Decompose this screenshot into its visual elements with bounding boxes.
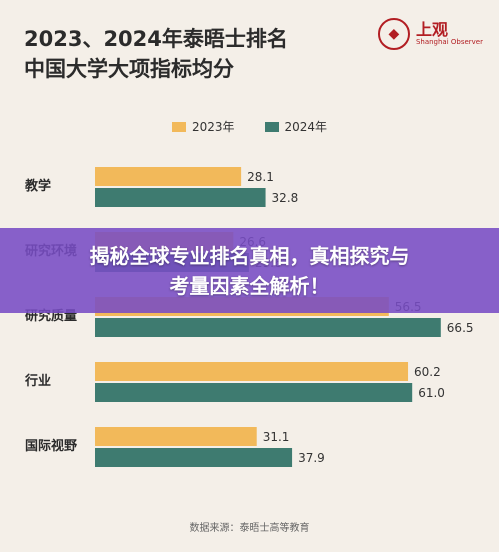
chart-title: 2023、2024年泰晤士排名 中国大学大项指标均分 <box>24 24 288 84</box>
bar-2024 <box>95 383 413 402</box>
value-label: 60.2 <box>414 365 441 379</box>
category-label: 国际视野 <box>25 438 77 454</box>
category-label: 行业 <box>24 373 51 389</box>
value-label: 66.5 <box>447 321 474 335</box>
legend-swatch-2023 <box>171 121 186 132</box>
legend-item-2023: 2023年 <box>171 118 235 135</box>
banner-line-1: 揭秘全球专业排名真相，真相探究与 <box>89 243 410 268</box>
banner-line-2: 考量因素全解析！ <box>169 273 330 298</box>
bar-2023 <box>95 167 242 186</box>
bar-2023 <box>95 362 409 381</box>
bar-2024 <box>95 188 266 207</box>
logo-mark-icon: ◆ <box>377 18 410 50</box>
value-label: 37.9 <box>298 451 325 465</box>
logo-name: 上观 <box>415 20 448 39</box>
bar-2024 <box>95 448 293 467</box>
bar-2024 <box>95 318 441 337</box>
logo-subtitle: Shanghai Observer <box>415 38 483 46</box>
source-note: 数据来源：泰晤士高等教育 <box>189 523 310 534</box>
value-label: 61.0 <box>418 386 445 400</box>
logo: ◆ 上观 Shanghai Observer <box>377 18 483 50</box>
bar-2023 <box>95 427 257 446</box>
legend-label-2023: 2023年 <box>191 120 235 134</box>
legend-item-2024: 2024年 <box>264 118 328 135</box>
legend: 2023年 2024年 <box>0 118 499 135</box>
legend-label-2024: 2024年 <box>284 120 328 134</box>
category-label: 教学 <box>24 178 51 194</box>
promo-banner[interactable]: 揭秘全球专业排名真相，真相探究与 考量因素全解析！ <box>0 228 499 313</box>
value-label: 31.1 <box>263 430 290 444</box>
title-line-2: 中国大学大项指标均分 <box>24 57 234 81</box>
legend-swatch-2024 <box>264 121 279 132</box>
value-label: 32.8 <box>272 191 299 205</box>
value-label: 28.1 <box>247 170 274 184</box>
title-line-1: 2023、2024年泰晤士排名 <box>24 27 288 51</box>
